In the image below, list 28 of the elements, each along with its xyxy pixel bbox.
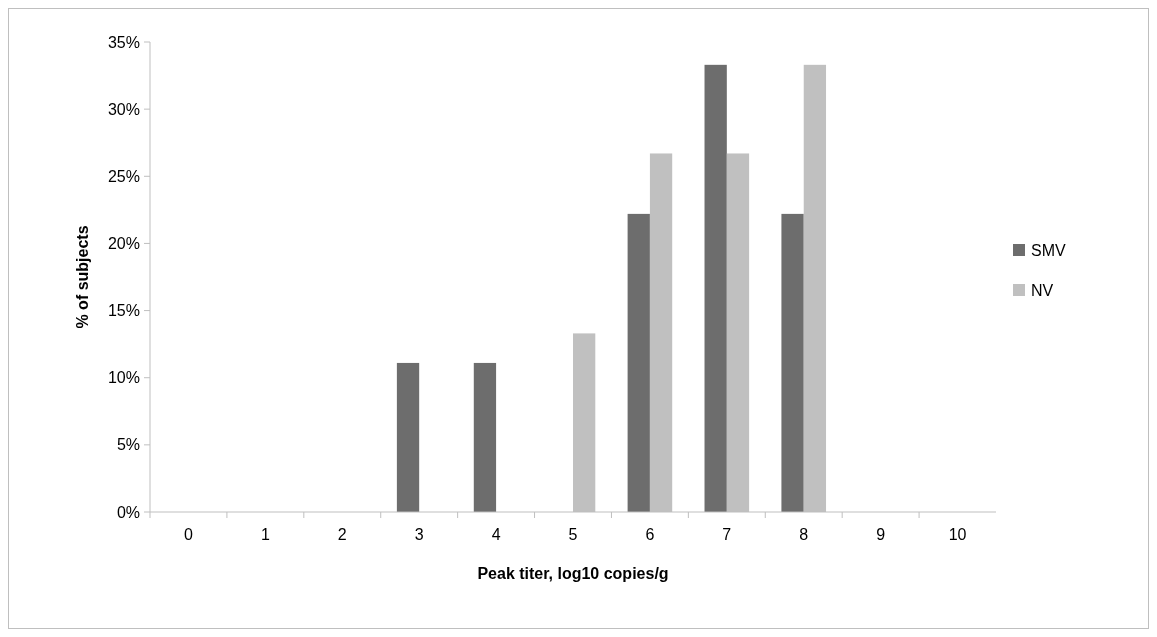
- x-tick-label: 10: [948, 526, 967, 543]
- x-tick-label: 9: [876, 526, 886, 543]
- x-tick-label: 6: [645, 526, 655, 543]
- y-tick-label: 25%: [107, 167, 140, 185]
- y-tick-label: 0%: [116, 503, 140, 521]
- legend-label: SMV: [1031, 241, 1066, 259]
- x-tick-label: 7: [722, 526, 732, 543]
- y-tick-label: 5%: [116, 436, 140, 454]
- bar: [396, 362, 420, 512]
- y-tick-label: 15%: [107, 302, 140, 320]
- y-axis-title: % of subjects: [74, 225, 91, 329]
- bar: [627, 213, 650, 512]
- bar: [473, 362, 497, 512]
- x-tick-label: 5: [568, 526, 578, 543]
- y-tick-label: 35%: [107, 33, 140, 51]
- bar: [704, 64, 727, 512]
- y-tick-label: 10%: [107, 369, 140, 387]
- x-tick-label: 3: [414, 526, 424, 543]
- bar: [781, 213, 804, 512]
- y-tick-label: 20%: [107, 235, 140, 253]
- legend-label: NV: [1031, 281, 1054, 299]
- x-tick-label: 1: [260, 526, 270, 543]
- x-axis-title: Peak titer, log10 copies/g: [477, 565, 669, 582]
- x-tick-label: 4: [491, 526, 501, 543]
- x-tick-label: 8: [799, 526, 809, 543]
- x-tick-label: 2: [337, 526, 347, 543]
- y-tick-label: 30%: [107, 100, 140, 118]
- x-tick-label: 0: [184, 526, 193, 543]
